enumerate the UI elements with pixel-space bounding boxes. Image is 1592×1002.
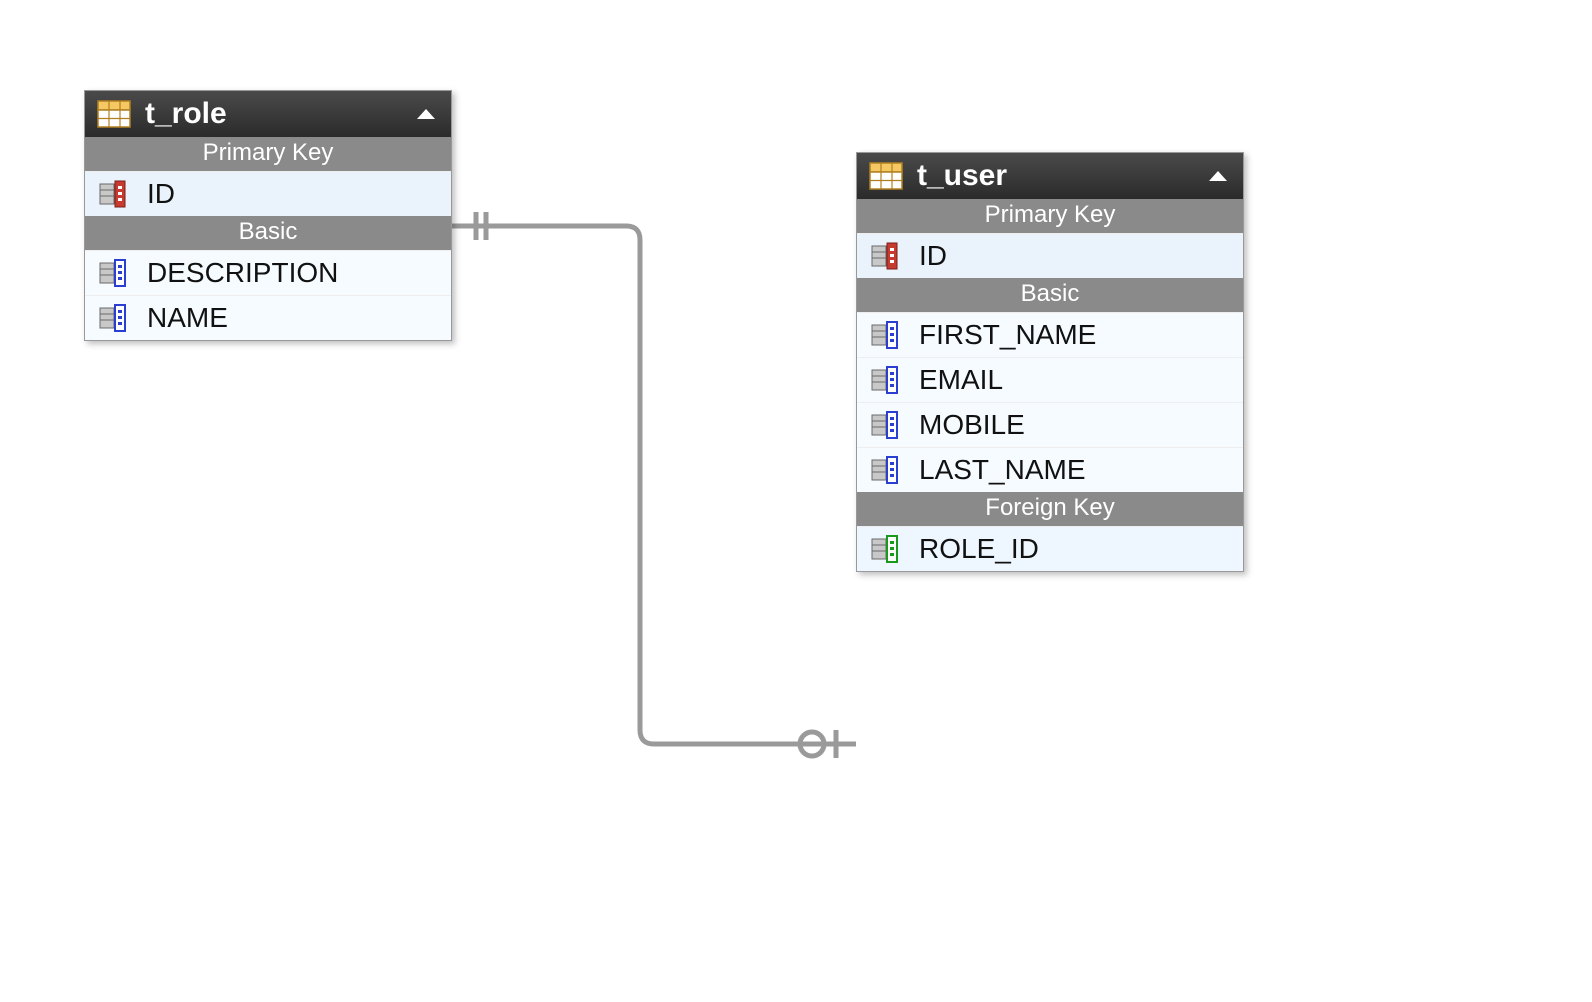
basic-column-icon [871,365,903,395]
entity-header[interactable]: t_user [857,153,1243,199]
entity-header[interactable]: t_role [85,91,451,137]
section-header-fk: Foreign Key [857,492,1243,526]
entity-t-role[interactable]: t_role Primary Key ID Basic [84,90,452,341]
section-header-pk: Primary Key [857,199,1243,233]
column-row[interactable]: DESCRIPTION [85,250,451,295]
basic-column-icon [871,320,903,350]
column-row[interactable]: NAME [85,295,451,340]
column-label: MOBILE [919,409,1025,441]
er-diagram-canvas: t_role Primary Key ID Basic [0,0,1592,1002]
basic-column-icon [99,258,131,288]
entity-title: t_user [917,159,1195,193]
column-label: LAST_NAME [919,454,1086,486]
section-header-basic: Basic [85,216,451,250]
column-label: ROLE_ID [919,533,1039,565]
pk-column-icon [99,179,131,209]
column-label: DESCRIPTION [147,257,338,289]
table-icon [869,162,903,190]
entity-t-user[interactable]: t_user Primary Key ID Basic [856,152,1244,572]
section-header-pk: Primary Key [85,137,451,171]
column-label: EMAIL [919,364,1003,396]
collapse-icon[interactable] [1209,171,1227,181]
column-row[interactable]: ROLE_ID [857,526,1243,571]
collapse-icon[interactable] [417,109,435,119]
column-row[interactable]: LAST_NAME [857,447,1243,492]
basic-column-icon [871,410,903,440]
column-row[interactable]: ID [85,171,451,216]
column-row[interactable]: FIRST_NAME [857,312,1243,357]
entity-title: t_role [145,97,403,131]
table-icon [97,100,131,128]
basic-column-icon [871,455,903,485]
pk-column-icon [871,241,903,271]
column-label: ID [919,240,947,272]
column-row[interactable]: MOBILE [857,402,1243,447]
column-label: FIRST_NAME [919,319,1096,351]
fk-column-icon [871,534,903,564]
column-label: ID [147,178,175,210]
section-header-basic: Basic [857,278,1243,312]
column-row[interactable]: ID [857,233,1243,278]
column-label: NAME [147,302,228,334]
column-row[interactable]: EMAIL [857,357,1243,402]
basic-column-icon [99,303,131,333]
